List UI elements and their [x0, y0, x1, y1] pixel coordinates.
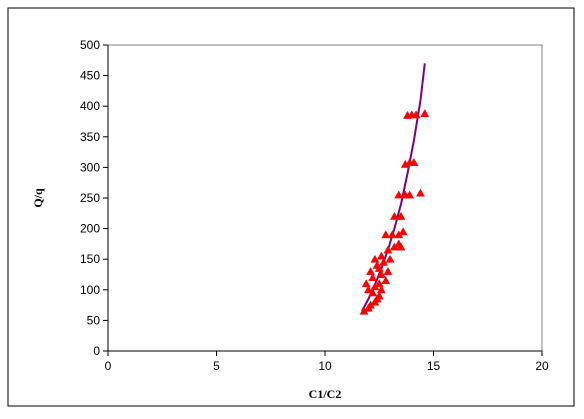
y-tick-label: 350 — [80, 130, 100, 144]
data-point-triangle — [381, 230, 391, 239]
y-tick-label: 250 — [80, 191, 100, 205]
data-point-triangle — [387, 230, 397, 239]
data-point-triangle — [376, 269, 386, 278]
data-point-triangle — [363, 285, 373, 294]
data-point-triangle — [383, 245, 393, 254]
data-point-triangle — [366, 266, 375, 275]
y-tick-label: 200 — [80, 222, 100, 236]
data-point-triangle — [376, 285, 386, 294]
data-point-triangle — [372, 260, 382, 269]
x-tick-label: 20 — [535, 359, 549, 373]
data-point-triangle — [390, 211, 399, 220]
x-tick-label: 10 — [318, 359, 332, 373]
y-tick-label: 50 — [87, 313, 101, 327]
y-tick-label: 100 — [80, 283, 100, 297]
x-tick-label: 5 — [213, 359, 220, 373]
x-tick-label: 15 — [427, 359, 441, 373]
data-point-triangle — [374, 279, 384, 288]
y-tick-label: 500 — [80, 38, 100, 52]
data-point-triangle — [374, 291, 384, 300]
data-point-triangle — [398, 227, 408, 236]
data-point-triangle — [381, 276, 391, 285]
data-point-triangle — [394, 190, 404, 199]
y-tick-label: 450 — [80, 69, 100, 83]
y-tick-label: 400 — [80, 99, 100, 113]
plot-area — [107, 44, 543, 352]
ticks-layer: 0 50 100 150 200 250 300 350 400 450 500 0 5 10 15 20 — [80, 38, 549, 373]
data-point-triangle — [405, 190, 415, 199]
data-point-triangle — [376, 251, 386, 260]
y-tick-label: 300 — [80, 160, 100, 174]
data-point-triangle — [411, 110, 421, 119]
y-axis-title: Q/q — [31, 188, 45, 208]
data-point-triangle — [383, 266, 393, 275]
data-point-triangle — [416, 188, 425, 197]
data-point-triangle — [385, 254, 395, 263]
y-tick-label: 0 — [93, 344, 100, 358]
data-point-triangle — [394, 239, 404, 248]
x-axis-title: C1/C2 — [309, 387, 342, 401]
points-layer — [359, 109, 430, 315]
data-point-triangle — [370, 254, 380, 263]
data-point-triangle — [420, 109, 430, 117]
data-point-triangle — [368, 273, 378, 282]
y-tick-label: 150 — [80, 252, 100, 266]
x-tick-label: 0 — [105, 359, 112, 373]
data-point-triangle — [361, 279, 371, 288]
data-point-triangle — [409, 157, 419, 166]
data-point-triangle — [396, 211, 406, 220]
data-point-triangle — [379, 257, 389, 266]
